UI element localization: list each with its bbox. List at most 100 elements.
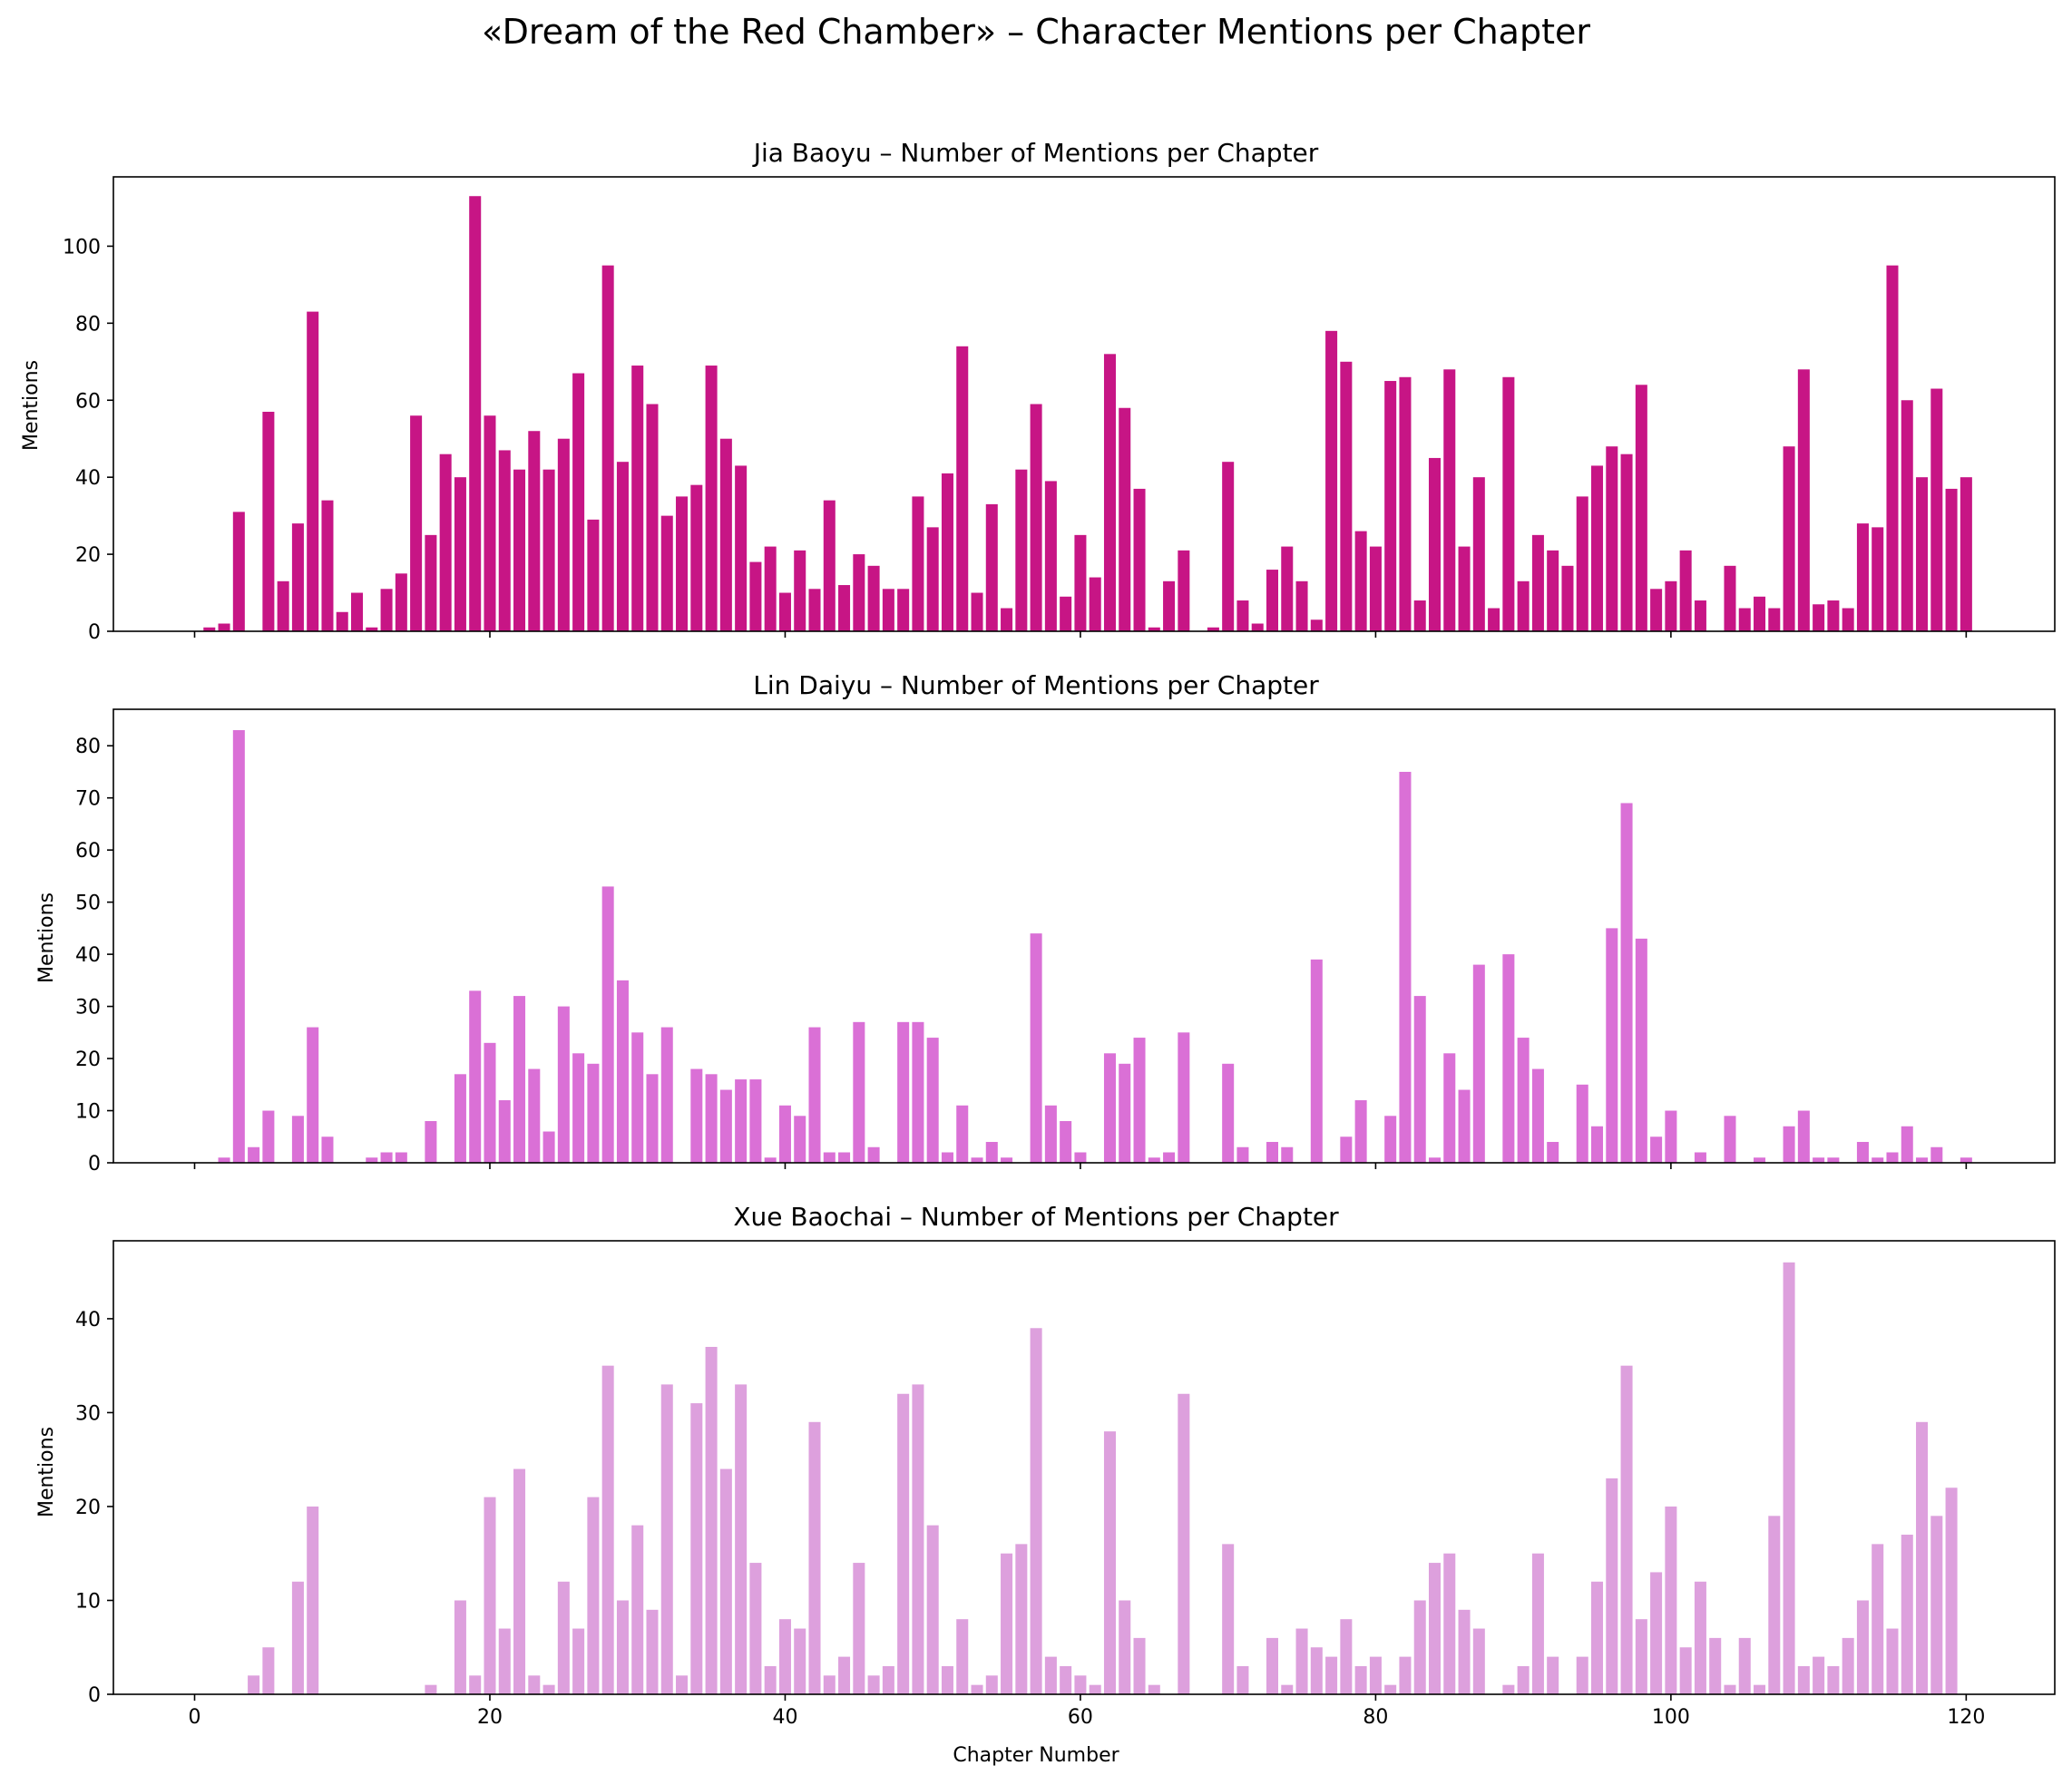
xue-baochai-bar-ch97 — [1620, 1365, 1633, 1694]
jia-baoyu-bar-ch85 — [1443, 369, 1456, 631]
jia-baoyu-bar-ch33 — [676, 496, 689, 631]
jia-baoyu-bar-ch92 — [1547, 550, 1559, 631]
lin-daiyu-bar-ch91 — [1531, 1068, 1544, 1163]
lin-daiyu-bar-ch73 — [1266, 1142, 1278, 1163]
jia-baoyu-bar-ch101 — [1679, 550, 1692, 631]
jia-baoyu-bar-ch60 — [1074, 534, 1087, 631]
jia-baoyu-bar-ch25 — [557, 438, 570, 631]
xue-baochai-axes-frame — [112, 1240, 2056, 1695]
jia-baoyu-bar-ch94 — [1576, 496, 1588, 631]
lin-daiyu-ytick-label-0: 0 — [88, 1153, 101, 1175]
jia-baoyu-bar-ch76 — [1310, 619, 1323, 631]
jia-baoyu-bar-ch114 — [1872, 527, 1884, 631]
xue-baochai-bar-ch25 — [557, 1581, 570, 1694]
jia-baoyu-bar-ch78 — [1340, 361, 1353, 631]
xue-baochai-bar-ch26 — [572, 1628, 585, 1694]
lin-daiyu-bar-ch66 — [1163, 1152, 1176, 1163]
xue-baochai-bar-ch90 — [1517, 1665, 1530, 1694]
xue-baochai-bar-ch91 — [1531, 1553, 1544, 1694]
jia-baoyu-bar-ch40 — [778, 592, 791, 631]
lin-daiyu-bar-ch20 — [484, 1042, 496, 1163]
xue-baochai-bar-ch19 — [469, 1675, 482, 1694]
jia-baoyu-bar-ch20 — [484, 415, 496, 631]
lin-daiyu-bar-ch16 — [425, 1121, 437, 1163]
xue-baochai-bar-ch47 — [882, 1665, 894, 1694]
xue-baochai-bar-ch37 — [735, 1384, 748, 1694]
lin-daiyu-ytick-label-30: 30 — [75, 997, 101, 1019]
jia-baoyu-bar-ch21 — [498, 450, 511, 631]
jia-baoyu-bar-ch32 — [660, 515, 673, 631]
panel-title-lin-daiyu: Lin Daiyu – Number of Mentions per Chapt… — [753, 670, 1319, 700]
lin-daiyu-bar-ch106 — [1754, 1157, 1766, 1163]
xue-baochai-xtick-label-0: 0 — [189, 1706, 201, 1729]
xue-baochai-bar-ch52 — [956, 1619, 969, 1694]
xue-baochai-bar-ch70 — [1222, 1544, 1235, 1694]
lin-daiyu-bar-ch116 — [1901, 1126, 1913, 1163]
jia-baoyu-bar-ch95 — [1591, 465, 1604, 631]
lin-daiyu-bar-ch62 — [1103, 1053, 1116, 1163]
jia-baoyu-bar-ch5 — [262, 411, 275, 631]
xue-baochai-bar-ch51 — [941, 1665, 953, 1694]
lin-daiyu-bar-ch23 — [528, 1068, 541, 1163]
xue-baochai-bar-ch49 — [912, 1384, 924, 1694]
jia-baoyu-bar-ch99 — [1650, 589, 1663, 631]
lin-daiyu-bar-ch83 — [1413, 996, 1426, 1163]
jia-baoyu-bar-ch96 — [1606, 446, 1618, 631]
xue-baochai-bar-ch60 — [1074, 1675, 1087, 1694]
xue-baochai-bar-ch31 — [646, 1609, 659, 1694]
xue-baochai-bar-ch101 — [1679, 1647, 1692, 1694]
jia-baoyu-axes-frame — [112, 176, 2056, 632]
xue-baochai-bar-ch73 — [1266, 1637, 1278, 1694]
jia-baoyu-bar-ch73 — [1266, 570, 1278, 631]
jia-baoyu-bar-ch115 — [1886, 265, 1899, 631]
jia-baoyu-bar-ch118 — [1930, 388, 1943, 631]
lin-daiyu-bar-ch29 — [616, 980, 629, 1163]
jia-baoyu-bar-ch22 — [513, 469, 526, 631]
y-axis-label-xue-baochai: Mentions — [35, 1427, 58, 1517]
jia-baoyu-bar-ch57 — [1030, 404, 1042, 631]
panel-title-jia-baoyu: Jia Baoyu – Number of Mentions per Chapt… — [752, 138, 1319, 168]
xue-baochai-bar-ch107 — [1768, 1516, 1781, 1694]
xue-baochai-xtick-label-60: 60 — [1068, 1706, 1093, 1729]
lin-daiyu-bar-ch110 — [1813, 1157, 1825, 1163]
xue-baochai-bar-ch48 — [897, 1393, 910, 1694]
jia-baoyu-bar-ch18 — [454, 477, 466, 631]
xue-baochai-bar-ch5 — [262, 1647, 275, 1694]
jia-baoyu-bar-ch14 — [395, 573, 407, 631]
xue-baochai-bar-ch63 — [1119, 1600, 1131, 1694]
xue-baochai-bar-ch102 — [1694, 1581, 1706, 1694]
xue-baochai-bar-ch8 — [307, 1506, 319, 1694]
jia-baoyu-bar-ch81 — [1384, 381, 1397, 631]
lin-daiyu-bar-ch78 — [1340, 1136, 1353, 1163]
xue-baochai-xtick-label-20: 20 — [477, 1706, 503, 1729]
lin-daiyu-ytick-label-10: 10 — [75, 1101, 101, 1124]
jia-baoyu-bar-ch55 — [1001, 608, 1013, 631]
jia-baoyu-bar-ch7 — [291, 523, 304, 631]
lin-daiyu-bar-ch35 — [705, 1074, 718, 1163]
lin-daiyu-bar-ch58 — [1044, 1105, 1057, 1163]
xue-baochai-bar-ch108 — [1783, 1262, 1795, 1694]
jia-baoyu-bar-ch37 — [735, 465, 748, 631]
jia-baoyu-bar-ch41 — [794, 550, 806, 631]
xue-baochai-bar-ch117 — [1916, 1421, 1929, 1694]
lin-daiyu-bar-ch39 — [764, 1157, 777, 1163]
jia-baoyu-bar-ch67 — [1178, 550, 1190, 631]
xue-baochai-bar-ch35 — [705, 1346, 718, 1694]
xue-baochai-bar-ch79 — [1354, 1665, 1367, 1694]
lin-daiyu-bar-ch5 — [262, 1110, 275, 1163]
jia-baoyu-bar-ch104 — [1724, 565, 1736, 631]
lin-daiyu-bar-ch70 — [1222, 1063, 1235, 1163]
jia-baoyu-bar-ch83 — [1413, 600, 1426, 631]
lin-daiyu-bar-ch46 — [867, 1146, 880, 1163]
lin-daiyu-ytick-label-50: 50 — [75, 892, 101, 915]
jia-baoyu-bar-ch17 — [439, 454, 452, 631]
lin-daiyu-bar-ch86 — [1458, 1089, 1471, 1163]
lin-daiyu-bar-ch2 — [218, 1157, 230, 1163]
lin-daiyu-bar-ch50 — [926, 1038, 939, 1163]
jia-baoyu-ytick-label-0: 0 — [88, 621, 101, 644]
jia-baoyu-bar-ch52 — [956, 346, 969, 631]
lin-daiyu-bar-ch7 — [291, 1116, 304, 1163]
jia-baoyu-bar-ch35 — [705, 366, 718, 631]
lin-daiyu-bar-ch102 — [1694, 1152, 1706, 1163]
